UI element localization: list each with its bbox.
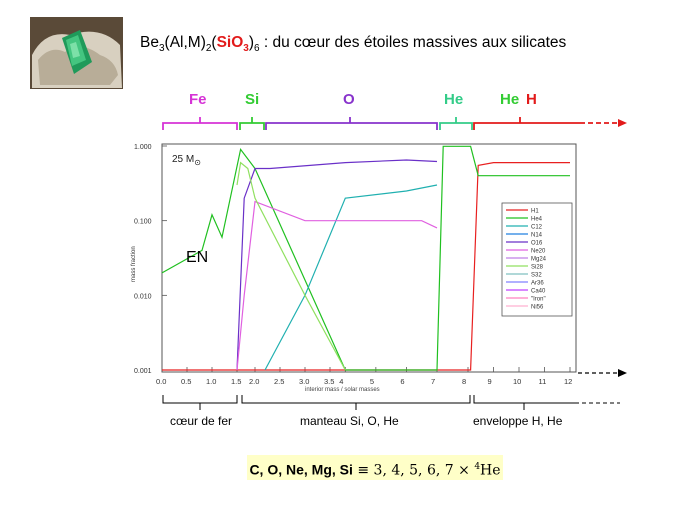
alpha-elements-box: C, O, Ne, Mg, Si ≡ 3, 4, 5, 6, 7 × 4He	[247, 455, 503, 480]
legend-label: Mg24	[531, 257, 547, 263]
legend-label: "Iron"	[531, 297, 546, 303]
series-line-o16	[236, 159, 438, 371]
x-tick-label: 5	[370, 377, 374, 386]
legend-label: O16	[531, 241, 543, 247]
x-tick-label: 10	[513, 377, 521, 386]
x-tick-label: 12	[564, 377, 572, 386]
legend-label: S32	[531, 273, 542, 279]
x-tick-label: 0.0	[156, 377, 166, 386]
legend-label: Ne20	[531, 249, 546, 255]
x-tick-label: 3.5	[324, 377, 334, 386]
x-tick-label: 3.0	[299, 377, 309, 386]
axis-arrow	[578, 369, 627, 377]
series-line-ne20	[236, 200, 438, 371]
bottom-zone-brackets	[162, 395, 620, 410]
series-line-c12	[264, 184, 438, 371]
zone-label-o: O	[343, 91, 355, 108]
y-tick-label: 1.000	[134, 144, 152, 151]
y-tick-label: 0.010	[134, 293, 152, 300]
zone-label-envelope: enveloppe H, He	[473, 414, 563, 428]
x-tick-label: 0.5	[181, 377, 191, 386]
x-tick-label: 11	[539, 377, 547, 386]
y-axis-label: mass fraction	[131, 246, 137, 282]
x-tick-label: 2.5	[274, 377, 284, 386]
x-axis-label: interior mass / solar masses	[305, 387, 380, 393]
en-annotation: EN	[186, 249, 208, 266]
x-ticks: 0.0 0.5 1.0 1.5 2.0 2.5 3.0 3.5 4 5 6 7 8 9 10 11 12	[156, 367, 572, 386]
zone-label-he-2: He	[500, 91, 520, 108]
zone-label-he-1: He	[444, 91, 464, 108]
legend-label: Ca40	[531, 289, 546, 295]
zone-label-si: Si	[245, 91, 260, 108]
y-tick-label: 0.001	[134, 368, 152, 375]
zone-label-h: H	[526, 91, 537, 108]
x-tick-label: 6	[400, 377, 404, 386]
y-tick-label: 0.100	[134, 219, 152, 226]
emerald-photo	[30, 17, 123, 89]
series-line-he4	[161, 145, 570, 371]
top-zone-brackets	[162, 117, 627, 130]
legend-label: H1	[531, 209, 539, 215]
x-tick-label: 1.5	[231, 377, 241, 386]
x-tick-label: 9	[488, 377, 492, 386]
star-mass-label: 25 M⊙	[172, 154, 201, 167]
legend-label: C12	[531, 225, 543, 231]
x-tick-label: 7	[431, 377, 435, 386]
zone-label-fe: Fe	[189, 91, 207, 108]
zone-label-mantle: manteau Si, O, He	[300, 414, 399, 428]
legend-label: N14	[531, 233, 543, 239]
legend-label: Ar36	[531, 281, 544, 287]
zone-label-iron-core: cœur de fer	[170, 414, 233, 428]
x-tick-label: 8	[462, 377, 466, 386]
x-tick-label: 2.0	[249, 377, 259, 386]
legend-label: He4	[531, 217, 543, 223]
x-tick-label: 1.0	[206, 377, 216, 386]
abundance-curves	[161, 145, 570, 371]
x-tick-label: 4	[339, 377, 343, 386]
slide-title: Be3(Al,M)2(SiO3)6 : du cœur des étoiles …	[140, 34, 567, 55]
legend-label: Ni56	[531, 305, 544, 311]
legend: H1 He4 C12 N14 O16 Ne20 Mg24 Si28 S32 Ar36 Ca40 "Ir…	[501, 202, 573, 317]
legend-label: Si28	[531, 265, 544, 271]
series-line-si28	[236, 161, 346, 371]
